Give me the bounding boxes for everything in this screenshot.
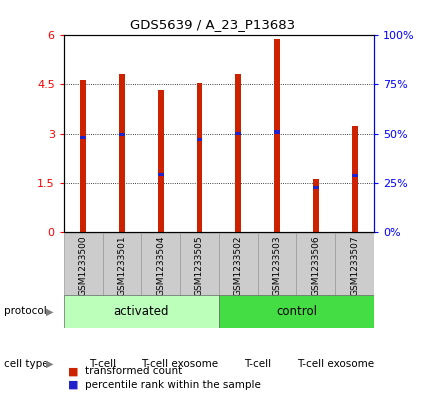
Bar — [64, 295, 219, 328]
Bar — [258, 233, 296, 297]
Text: ■: ■ — [68, 380, 79, 390]
Text: GSM1233507: GSM1233507 — [350, 236, 359, 296]
Text: activated: activated — [113, 305, 169, 318]
Bar — [158, 90, 164, 232]
Text: T-cell exosome: T-cell exosome — [142, 358, 218, 369]
Text: ▶: ▶ — [46, 358, 54, 369]
Bar — [102, 233, 141, 297]
Bar — [64, 233, 102, 297]
Bar — [80, 136, 86, 139]
Text: control: control — [276, 305, 317, 318]
Bar — [274, 130, 280, 134]
Bar — [80, 79, 86, 232]
Bar — [335, 233, 374, 297]
Text: GSM1233506: GSM1233506 — [312, 236, 320, 296]
Bar — [158, 173, 164, 176]
Bar — [313, 180, 319, 232]
Text: T-cell: T-cell — [89, 358, 116, 369]
Text: protocol: protocol — [4, 307, 47, 316]
Text: T-cell: T-cell — [244, 358, 271, 369]
Bar — [119, 133, 125, 136]
Text: GDS5639 / A_23_P13683: GDS5639 / A_23_P13683 — [130, 18, 295, 31]
Bar — [235, 132, 241, 135]
Text: percentile rank within the sample: percentile rank within the sample — [85, 380, 261, 390]
Text: GSM1233504: GSM1233504 — [156, 236, 165, 296]
Bar — [352, 174, 357, 177]
Bar — [235, 74, 241, 232]
Text: transformed count: transformed count — [85, 366, 182, 376]
Bar — [219, 295, 374, 328]
Bar — [197, 83, 202, 232]
Bar — [352, 127, 357, 232]
Bar — [274, 39, 280, 232]
Text: GSM1233503: GSM1233503 — [272, 236, 281, 296]
Bar — [296, 233, 335, 297]
Bar — [141, 233, 180, 297]
Bar — [313, 186, 319, 189]
Text: ■: ■ — [68, 366, 79, 376]
Bar — [197, 138, 202, 141]
Text: cell type: cell type — [4, 358, 49, 369]
Bar — [119, 74, 125, 232]
Text: GSM1233502: GSM1233502 — [234, 236, 243, 296]
Text: ▶: ▶ — [46, 307, 54, 316]
Bar — [180, 233, 219, 297]
Bar — [219, 233, 258, 297]
Text: GSM1233505: GSM1233505 — [195, 236, 204, 296]
Text: GSM1233501: GSM1233501 — [117, 236, 126, 296]
Text: T-cell exosome: T-cell exosome — [297, 358, 374, 369]
Text: GSM1233500: GSM1233500 — [79, 236, 88, 296]
